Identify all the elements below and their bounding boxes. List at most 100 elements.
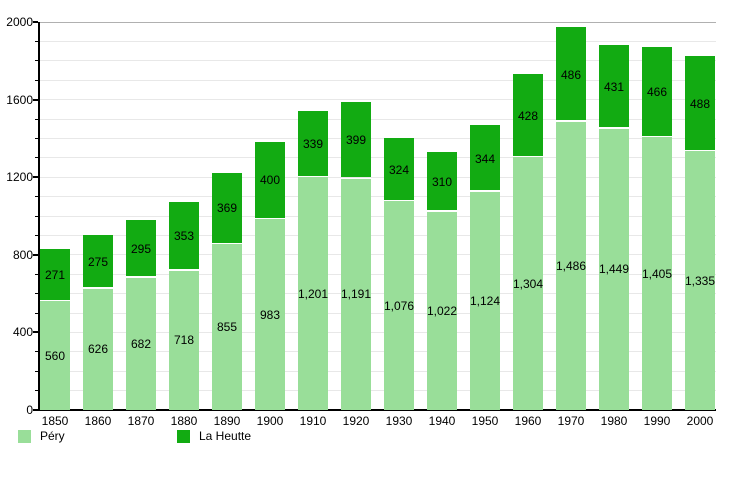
y-axis-minor-tick-200 bbox=[35, 370, 38, 372]
bar-segment-la-heutte-1900 bbox=[255, 141, 285, 218]
y-axis-label-1600: 1600 bbox=[6, 92, 33, 107]
bar-segment-pery-1900 bbox=[255, 219, 285, 410]
bar-segment-la-heutte-1950 bbox=[470, 125, 500, 191]
y-axis-minor-tick-600 bbox=[35, 293, 38, 295]
value-label-la-heutte-1990: 466 bbox=[646, 85, 668, 100]
y-axis-major-tick-0 bbox=[33, 409, 38, 411]
x-axis-label-1970: 1970 bbox=[557, 414, 585, 428]
gridline-800 bbox=[40, 254, 716, 256]
gridline-1100 bbox=[40, 196, 716, 198]
gridline-1800 bbox=[40, 60, 716, 62]
y-axis bbox=[38, 22, 40, 411]
y-axis-label-400: 400 bbox=[12, 325, 33, 340]
gridline-400 bbox=[40, 331, 716, 333]
gridline-1000 bbox=[40, 215, 716, 217]
y-axis-minor-tick-1400 bbox=[35, 137, 38, 139]
value-label-la-heutte-1950: 344 bbox=[474, 151, 496, 166]
value-label-la-heutte-1860: 275 bbox=[87, 254, 109, 269]
bar-segment-la-heutte-1960 bbox=[513, 73, 543, 156]
y-axis-major-tick-1200 bbox=[33, 176, 38, 179]
value-label-la-heutte-1850: 271 bbox=[44, 268, 66, 283]
bar-segment-pery-1870 bbox=[126, 277, 156, 410]
y-axis-major-tick-1600 bbox=[33, 98, 38, 101]
value-label-pery-1910: 1,201 bbox=[297, 286, 329, 301]
x-axis-label-1850: 1850 bbox=[41, 414, 69, 428]
y-axis-major-tick-2000 bbox=[33, 21, 38, 23]
value-label-la-heutte-2000: 488 bbox=[689, 96, 711, 111]
y-axis-minor-tick-1800 bbox=[35, 60, 38, 62]
gridline-900 bbox=[40, 234, 716, 236]
value-label-la-heutte-1870: 295 bbox=[130, 242, 152, 257]
y-axis-label-800: 800 bbox=[12, 247, 33, 262]
y-axis-minor-tick-1700 bbox=[35, 79, 38, 81]
y-axis-minor-tick-700 bbox=[35, 273, 38, 275]
gridline-1900 bbox=[40, 40, 716, 42]
bar-segment-pery-1990 bbox=[642, 137, 672, 410]
value-label-la-heutte-1930: 324 bbox=[388, 162, 410, 177]
value-label-la-heutte-1880: 353 bbox=[173, 229, 195, 244]
bar-segment-pery-1920 bbox=[341, 178, 371, 410]
value-label-pery-1970: 1,486 bbox=[555, 258, 587, 273]
bar-segment-pery-2000 bbox=[685, 151, 715, 410]
x-axis-label-1860: 1860 bbox=[84, 414, 112, 428]
gridline-300 bbox=[40, 351, 716, 353]
x-axis-label-1980: 1980 bbox=[600, 414, 628, 428]
bar-segment-la-heutte-1880 bbox=[169, 202, 199, 270]
y-axis-minor-tick-900 bbox=[35, 234, 38, 236]
value-label-pery-1880: 718 bbox=[173, 333, 195, 348]
bar-segment-la-heutte-1940 bbox=[427, 151, 457, 211]
value-label-pery-1860: 626 bbox=[87, 342, 109, 357]
gridline-1700 bbox=[40, 79, 716, 81]
gridline-1200 bbox=[40, 176, 716, 178]
x-axis-label-1920: 1920 bbox=[342, 414, 370, 428]
value-label-la-heutte-1910: 339 bbox=[302, 137, 324, 152]
y-axis-minor-tick-100 bbox=[35, 390, 38, 392]
gridline-100 bbox=[40, 390, 716, 392]
bar-segment-pery-1880 bbox=[169, 270, 199, 410]
bar-segment-pery-1960 bbox=[513, 157, 543, 410]
value-label-pery-1980: 1,449 bbox=[598, 262, 630, 277]
value-label-pery-1940: 1,022 bbox=[426, 303, 458, 318]
gridline-1600 bbox=[40, 99, 716, 101]
y-axis-minor-tick-1500 bbox=[35, 118, 38, 120]
bar-segment-la-heutte-1970 bbox=[556, 27, 586, 121]
x-axis-label-1880: 1880 bbox=[170, 414, 198, 428]
legend-label-la-heutte: La Heutte bbox=[199, 429, 252, 443]
x-axis-label-1910: 1910 bbox=[299, 414, 327, 428]
bar-segment-la-heutte-1990 bbox=[642, 47, 672, 136]
value-label-pery-1990: 1,405 bbox=[641, 266, 673, 281]
bar-segment-pery-1850 bbox=[40, 301, 70, 410]
gridline-1300 bbox=[40, 157, 716, 159]
x-axis-label-1900: 1900 bbox=[256, 414, 284, 428]
value-label-la-heutte-1980: 431 bbox=[603, 80, 625, 95]
x-axis-label-1890: 1890 bbox=[213, 414, 241, 428]
bar-segment-la-heutte-1870 bbox=[126, 220, 156, 277]
gridline-1400 bbox=[40, 137, 716, 139]
value-label-pery-2000: 1,335 bbox=[684, 273, 716, 288]
bar-segment-la-heutte-1980 bbox=[599, 45, 629, 128]
gridline-500 bbox=[40, 312, 716, 314]
y-axis-minor-tick-500 bbox=[35, 312, 38, 314]
gridline-600 bbox=[40, 293, 716, 295]
value-label-la-heutte-1920: 399 bbox=[345, 133, 367, 148]
gridline-200 bbox=[40, 370, 716, 372]
y-axis-minor-tick-1300 bbox=[35, 157, 38, 159]
y-axis-major-tick-800 bbox=[33, 253, 38, 256]
value-label-pery-1890: 855 bbox=[216, 320, 238, 335]
bar-segment-pery-1930 bbox=[384, 201, 414, 410]
bar-segment-la-heutte-1920 bbox=[341, 101, 371, 178]
bar-segment-la-heutte-1930 bbox=[384, 138, 414, 200]
x-axis bbox=[38, 409, 716, 411]
gridline-1500 bbox=[40, 118, 716, 120]
value-label-la-heutte-1970: 486 bbox=[560, 67, 582, 82]
bar-segment-pery-1940 bbox=[427, 211, 457, 410]
value-label-la-heutte-1900: 400 bbox=[259, 173, 281, 188]
value-label-pery-1870: 682 bbox=[130, 336, 152, 351]
x-axis-label-1950: 1950 bbox=[471, 414, 499, 428]
y-axis-minor-tick-1900 bbox=[35, 40, 38, 42]
value-label-pery-1850: 560 bbox=[44, 348, 66, 363]
value-label-pery-1920: 1,191 bbox=[340, 287, 372, 302]
value-label-pery-1900: 983 bbox=[259, 307, 281, 322]
y-axis-minor-tick-1000 bbox=[35, 215, 38, 217]
